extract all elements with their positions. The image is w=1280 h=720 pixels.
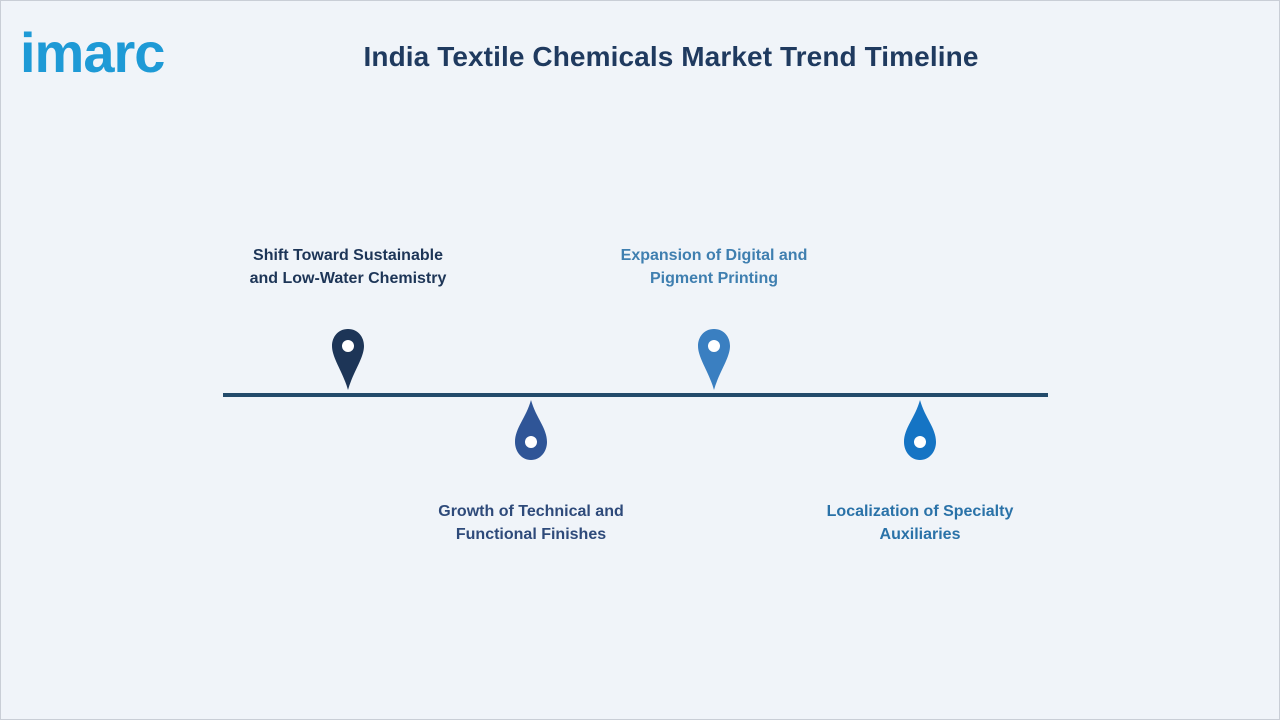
timeline-label-2: Growth of Technical and Functional Finis… — [401, 500, 661, 546]
timeline-label-3-line2: Pigment Printing — [650, 270, 778, 287]
drop-icon — [515, 400, 547, 460]
logo-text: imarc — [20, 21, 164, 80]
timeline-label-2-line2: Functional Finishes — [455, 526, 607, 543]
timeline-label-1: Shift Toward Sustainable and Low-Water C… — [218, 244, 478, 290]
imarc-logo: imarc — [20, 21, 165, 80]
timeline-label-3: Expansion of Digital and Pigment Printin… — [584, 244, 844, 290]
page-title: India Textile Chemicals Market Trend Tim… — [363, 41, 979, 72]
timeline-label-2-line1: Growth of Technical and — [438, 503, 624, 520]
timeline-label-1-line2: and Low-Water Chemistry — [249, 270, 447, 287]
timeline-label-4-line1: Localization of Specialty — [826, 503, 1014, 520]
timeline-label-4: Localization of Specialty Auxiliaries — [790, 500, 1050, 546]
drop-icon — [904, 400, 936, 460]
timeline-line — [223, 393, 1048, 397]
timeline-label-1-line1: Shift Toward Sustainable — [253, 247, 443, 264]
map-pin-icon — [332, 329, 364, 390]
timeline-label-3-line1: Expansion of Digital and — [620, 247, 808, 264]
timeline-label-4-line2: Auxiliaries — [879, 526, 961, 543]
map-pin-icon — [698, 329, 730, 390]
